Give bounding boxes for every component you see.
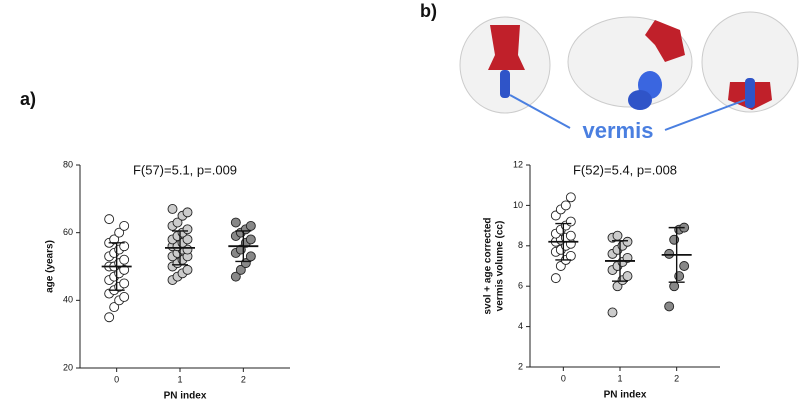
x-tick-label: 1 [617, 373, 622, 383]
y-tick-label: 60 [63, 227, 73, 237]
data-point [104, 214, 115, 225]
data-point [119, 278, 130, 289]
data-point [114, 227, 125, 238]
data-point [109, 234, 120, 245]
data-point [565, 192, 576, 203]
data-point [182, 234, 193, 245]
data-point [182, 207, 193, 218]
y-tick-label: 10 [513, 200, 523, 210]
data-point [622, 271, 633, 282]
data-point [669, 281, 680, 292]
data-point [550, 273, 561, 284]
chart-title: F(52)=5.4, p=.008 [573, 162, 677, 177]
data-point [245, 234, 256, 245]
data-point [119, 264, 130, 275]
data-point [235, 264, 246, 275]
y-tick-label: 80 [63, 159, 73, 169]
data-point [230, 217, 241, 228]
y-tick-label: 12 [513, 159, 523, 169]
data-point [622, 236, 633, 247]
data-point [119, 292, 130, 302]
data-point [245, 251, 256, 262]
x-tick-label: 1 [177, 374, 182, 384]
data-point [565, 250, 576, 261]
data-point [182, 224, 193, 235]
chart-title: F(57)=5.1, p=.009 [133, 162, 237, 177]
y-tick-label: 4 [518, 321, 523, 331]
data-point [119, 220, 130, 231]
data-point [119, 241, 130, 252]
x-tick-label: 0 [114, 374, 119, 384]
y-tick-label: 2 [518, 361, 523, 371]
y-axis-label: svol + age corrected [483, 218, 494, 315]
data-point [119, 254, 130, 265]
data-point [109, 302, 120, 313]
data-point [245, 220, 256, 231]
panel-label: a) [20, 89, 36, 109]
data-point [565, 216, 576, 227]
y-tick-label: 6 [518, 281, 523, 291]
data-point [182, 264, 193, 275]
data-point [565, 230, 576, 241]
y-axis-label: vermis volume (cc) [495, 221, 506, 312]
brain-images [459, 11, 799, 131]
panel-label: b) [420, 1, 437, 21]
x-axis-label: PN index [164, 391, 207, 400]
data-point [560, 200, 571, 211]
x-axis-label: PN index [604, 390, 647, 400]
annotation: vermis [583, 118, 654, 143]
data-point [104, 312, 115, 323]
x-tick-label: 2 [674, 373, 679, 383]
y-tick-label: 8 [518, 240, 523, 250]
data-point [167, 204, 178, 214]
data-point [664, 301, 675, 312]
data-point [612, 230, 623, 241]
x-tick-label: 0 [561, 373, 566, 383]
y-tick-label: 40 [63, 295, 73, 305]
data-point [679, 261, 690, 271]
data-point [664, 248, 675, 259]
x-tick-label: 2 [241, 374, 246, 384]
data-point [230, 271, 241, 282]
y-axis-label: age (years) [45, 240, 56, 293]
y-tick-label: 20 [63, 362, 73, 372]
data-point [607, 307, 618, 318]
data-point [172, 217, 183, 228]
